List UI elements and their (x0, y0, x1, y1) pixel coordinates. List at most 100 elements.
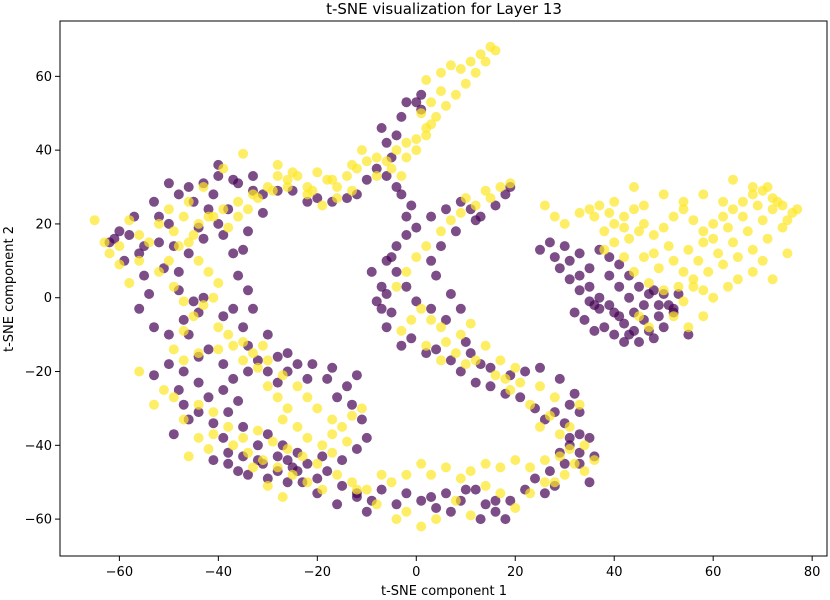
scatter-point-series-1-321 (535, 381, 545, 392)
scatter-point-series-0-133 (431, 270, 442, 281)
scatter-point-series-1-158 (436, 355, 446, 366)
scatter-point-series-1-192 (198, 182, 209, 192)
scatter-point-series-0-292 (272, 451, 283, 462)
scatter-point-series-1-173 (445, 215, 456, 226)
scatter-point-series-0-121 (426, 211, 437, 222)
scatter-point-series-1-70 (188, 311, 199, 322)
scatter-point-series-0-266 (218, 230, 229, 240)
scatter-point-series-1-64 (188, 230, 199, 240)
scatter-point-series-1-320 (549, 392, 560, 403)
scatter-point-series-0-83 (470, 484, 481, 495)
scatter-point-series-1-254 (629, 266, 639, 277)
scatter-point-series-1-252 (658, 285, 669, 296)
scatter-point-series-1-232 (678, 204, 689, 215)
scatter-point-series-1-79 (262, 381, 273, 392)
scatter-point-series-0-204 (252, 440, 263, 451)
scatter-point-series-1-69 (178, 296, 189, 307)
scatter-point-series-0-39 (272, 377, 283, 388)
scatter-point-series-1-267 (757, 215, 768, 226)
scatter-point-series-1-259 (638, 252, 649, 263)
scatter-point-series-0-131 (436, 241, 446, 252)
scatter-point-series-0-165 (391, 130, 402, 141)
scatter-point-series-0-174 (332, 499, 343, 510)
scatter-point-series-1-161 (480, 340, 491, 351)
scatter-point-series-0-155 (302, 196, 313, 207)
scatter-point-series-0-22 (213, 218, 224, 229)
scatter-point-series-1-270 (737, 211, 748, 222)
scatter-point-series-0-222 (574, 285, 585, 296)
scatter-point-series-1-164 (525, 399, 536, 410)
scatter-point-series-1-77 (238, 355, 249, 366)
scatter-point-series-0-164 (381, 137, 392, 148)
scatter-point-series-0-260 (564, 432, 575, 443)
scatter-point-series-0-24 (208, 189, 219, 200)
x-tick-label: −60 (106, 565, 133, 580)
scatter-point-series-1-195 (114, 241, 125, 252)
scatter-point-series-0-186 (584, 432, 595, 443)
scatter-point-series-1-295 (762, 182, 773, 192)
scatter-point-series-0-284 (332, 392, 343, 403)
scatter-point-series-1-208 (257, 340, 268, 351)
scatter-point-series-0-137 (426, 303, 437, 314)
scatter-point-series-0-144 (401, 211, 412, 222)
scatter-point-series-1-87 (342, 436, 352, 447)
scatter-point-series-0-241 (648, 333, 659, 344)
scatter-point-series-1-276 (648, 248, 659, 259)
scatter-point-series-0-291 (287, 462, 298, 473)
scatter-point-series-1-113 (347, 477, 357, 488)
scatter-point-series-1-292 (594, 200, 605, 211)
scatter-point-series-0-49 (193, 377, 204, 388)
scatter-point-series-1-121 (455, 473, 466, 484)
scatter-point-series-1-101 (149, 399, 159, 410)
scatter-point-series-1-219 (183, 451, 194, 462)
scatter-point-series-1-96 (208, 429, 219, 440)
scatter-point-series-1-98 (178, 414, 189, 425)
scatter-point-series-0-288 (351, 444, 362, 454)
scatter-point-series-1-289 (638, 200, 649, 211)
scatter-point-series-0-2 (134, 248, 145, 259)
scatter-point-series-0-242 (569, 307, 580, 318)
scatter-point-series-0-267 (238, 244, 249, 255)
scatter-point-series-0-107 (445, 355, 456, 366)
scatter-point-series-1-183 (371, 152, 382, 163)
scatter-point-series-1-130 (569, 458, 580, 469)
scatter-point-series-1-283 (549, 211, 560, 222)
scatter-point-series-0-249 (638, 300, 649, 311)
scatter-point-series-1-302 (678, 296, 689, 307)
scatter-point-series-0-119 (401, 230, 412, 240)
scatter-point-series-1-109 (287, 469, 298, 480)
scatter-point-series-1-312 (634, 311, 644, 322)
scatter-point-series-0-57 (238, 421, 249, 432)
scatter-point-series-1-153 (426, 314, 437, 325)
scatter-point-series-1-171 (421, 241, 432, 252)
scatter-point-series-0-255 (604, 270, 615, 281)
scatter-point-series-1-41 (465, 56, 476, 67)
scatter-point-series-0-140 (391, 266, 402, 277)
scatter-point-series-1-249 (703, 266, 714, 277)
scatter-point-series-1-238 (737, 196, 748, 207)
scatter-point-series-1-30 (401, 137, 412, 148)
scatter-point-series-1-257 (599, 244, 610, 255)
scatter-point-series-1-105 (228, 440, 239, 451)
scatter-point-series-1-287 (678, 196, 689, 207)
scatter-point-series-0-275 (218, 359, 229, 370)
scatter-point-series-1-2 (104, 248, 115, 259)
scatter-point-series-1-68 (168, 281, 179, 292)
scatter-point-series-1-206 (238, 337, 249, 347)
scatter-point-series-1-266 (742, 226, 753, 237)
scatter-point-series-1-181 (396, 171, 407, 181)
scatter-point-series-0-283 (322, 373, 333, 384)
scatter-point-series-1-210 (277, 370, 288, 381)
scatter-point-series-1-131 (579, 466, 590, 477)
scatter-point-series-0-32 (233, 270, 244, 281)
scatter-point-series-1-318 (564, 421, 575, 432)
scatter-point-series-1-5 (134, 255, 145, 266)
scatter-point-series-1-314 (559, 469, 570, 480)
scatter-point-series-1-263 (698, 237, 709, 248)
scatter-point-series-1-112 (332, 469, 343, 480)
scatter-point-series-0-84 (480, 499, 491, 510)
scatter-point-series-0-149 (371, 163, 382, 174)
scatter-point-series-0-227 (564, 255, 575, 266)
plot-frame (59, 20, 828, 557)
